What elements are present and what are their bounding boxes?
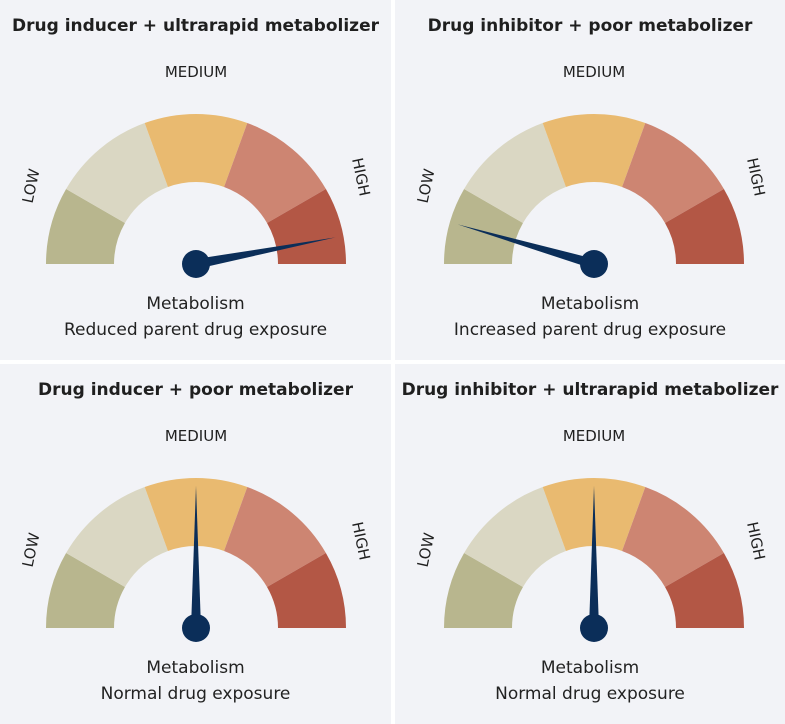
gauge-panel-1: LOW MEDIUM HIGH Drug inducer + ultrarapi…: [0, 0, 391, 360]
needle-hub: [182, 250, 210, 278]
panel-title: Drug inhibitor + ultrarapid metabolizer: [401, 380, 779, 400]
gauge-4: LOW MEDIUM HIGH: [414, 427, 769, 642]
needle-pointer: [589, 486, 599, 628]
gauge-needle: [182, 237, 336, 278]
gauge-segments: [46, 478, 346, 628]
segment-mid-high: [224, 487, 326, 587]
caption-title: Metabolism: [540, 658, 640, 678]
panel-title: Drug inducer + ultrarapid metabolizer: [12, 16, 379, 36]
label-medium: MEDIUM: [563, 63, 625, 81]
gauge-segments: [444, 478, 744, 628]
segment-low-mid: [66, 487, 168, 587]
caption-text: Reduced parent drug exposure: [63, 320, 328, 340]
segment-mid-high: [224, 123, 326, 223]
segment-medium: [144, 114, 248, 187]
needle-pointer: [195, 237, 336, 269]
needle-hub: [580, 614, 608, 642]
gauge-panel-3: LOW MEDIUM HIGH Drug inducer + poor meta…: [0, 364, 391, 724]
segment-low-mid: [464, 487, 566, 587]
segment-medium: [542, 114, 646, 187]
caption-title: Metabolism: [540, 294, 640, 314]
gauge-segments: [46, 114, 346, 264]
needle-hub: [182, 614, 210, 642]
segment-high: [267, 553, 346, 628]
segment-high: [665, 189, 744, 264]
gauge-needle: [182, 486, 210, 642]
segment-low: [46, 553, 125, 628]
caption-text: Normal drug exposure: [100, 684, 291, 704]
segment-low: [444, 553, 523, 628]
gauge-panel-2: LOW MEDIUM HIGH Drug inhibitor + poor me…: [395, 0, 785, 360]
caption-text: Normal drug exposure: [495, 684, 685, 704]
caption-text: Increased parent drug exposure: [453, 320, 727, 340]
segment-mid-high: [622, 123, 724, 223]
gauge-2: LOW MEDIUM HIGH: [414, 63, 769, 278]
panel-title: Drug inhibitor + poor metabolizer: [427, 16, 753, 36]
segment-mid-high: [622, 487, 724, 587]
gauge-needle: [580, 486, 608, 642]
label-low: LOW: [414, 531, 439, 569]
segment-low: [444, 189, 523, 264]
gauge-needle: [457, 224, 608, 278]
needle-pointer: [191, 486, 201, 628]
caption-title: Metabolism: [146, 294, 245, 314]
gauge-1: LOW MEDIUM HIGH: [19, 63, 374, 278]
segment-low-mid: [464, 123, 566, 223]
segment-low-mid: [66, 123, 168, 223]
label-medium: MEDIUM: [563, 427, 625, 445]
gauge-3: LOW MEDIUM HIGH: [19, 427, 374, 642]
label-low: LOW: [19, 531, 44, 569]
caption-title: Metabolism: [146, 658, 245, 678]
label-medium: MEDIUM: [165, 63, 227, 81]
label-high: HIGH: [348, 156, 374, 198]
gauge-segments: [444, 114, 744, 264]
needle-pointer: [457, 224, 596, 269]
segment-high: [665, 553, 744, 628]
label-low: LOW: [19, 167, 44, 205]
panel-title: Drug inducer + poor metabolizer: [38, 380, 353, 400]
label-low: LOW: [414, 167, 439, 205]
needle-hub: [580, 250, 608, 278]
label-high: HIGH: [743, 520, 769, 562]
gauge-panel-4: LOW MEDIUM HIGH Drug inhibitor + ultrara…: [395, 364, 785, 724]
label-high: HIGH: [743, 156, 769, 198]
segment-low: [46, 189, 125, 264]
label-medium: MEDIUM: [165, 427, 227, 445]
label-high: HIGH: [348, 520, 374, 562]
